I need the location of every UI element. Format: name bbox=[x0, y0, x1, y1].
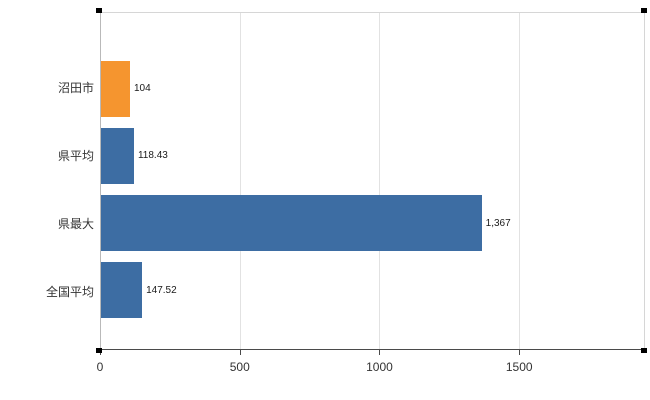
tick-label-500: 500 bbox=[229, 360, 250, 374]
bars: 104 118.43 1,367 147.52 bbox=[101, 13, 644, 349]
bar-2 bbox=[101, 127, 134, 184]
category-label-1: 沼田市 bbox=[57, 81, 94, 96]
plot-corner-handle-top-left bbox=[96, 8, 102, 13]
bar-row: 104 bbox=[101, 55, 644, 122]
bar-4 bbox=[101, 262, 143, 319]
plot-area: 104 118.43 1,367 147.52 bbox=[100, 12, 645, 350]
plot-corner-handle-bottom-left bbox=[96, 348, 102, 353]
bar-value-label: 118.43 bbox=[137, 150, 168, 162]
gridline-1500 bbox=[518, 13, 520, 349]
tick-label-1000: 1000 bbox=[366, 360, 393, 374]
bar-row: 1,367 bbox=[101, 190, 644, 257]
tick-mark-500 bbox=[239, 350, 241, 355]
gridline-1000 bbox=[379, 13, 381, 349]
category-label-4: 全国平均 bbox=[45, 284, 94, 299]
bar-1 bbox=[101, 60, 130, 117]
bar-3 bbox=[101, 195, 482, 252]
bar-value-label: 147.52 bbox=[146, 284, 177, 296]
category-axis: 沼田市県平均県最大全国平均 bbox=[0, 12, 94, 350]
value-axis: 0 500 1000 1500 bbox=[96, 350, 645, 384]
tick-label-1500: 1500 bbox=[505, 360, 533, 374]
bar-row: 147.52 bbox=[101, 257, 644, 324]
plot-corner-handle-bottom-right bbox=[641, 348, 647, 353]
bar-row: 118.43 bbox=[101, 122, 644, 189]
tick-label-0: 0 bbox=[96, 360, 104, 374]
tick-mark-1000 bbox=[379, 350, 381, 355]
plot-corner-handle-top-right bbox=[641, 8, 647, 13]
category-label-2: 県平均 bbox=[57, 149, 94, 164]
tick-mark-1500 bbox=[519, 350, 521, 355]
bar-value-label: 104 bbox=[133, 83, 151, 95]
category-label-3: 県最大 bbox=[57, 216, 94, 231]
bar-value-label: 1,367 bbox=[485, 217, 511, 229]
gridline-500 bbox=[240, 13, 242, 349]
